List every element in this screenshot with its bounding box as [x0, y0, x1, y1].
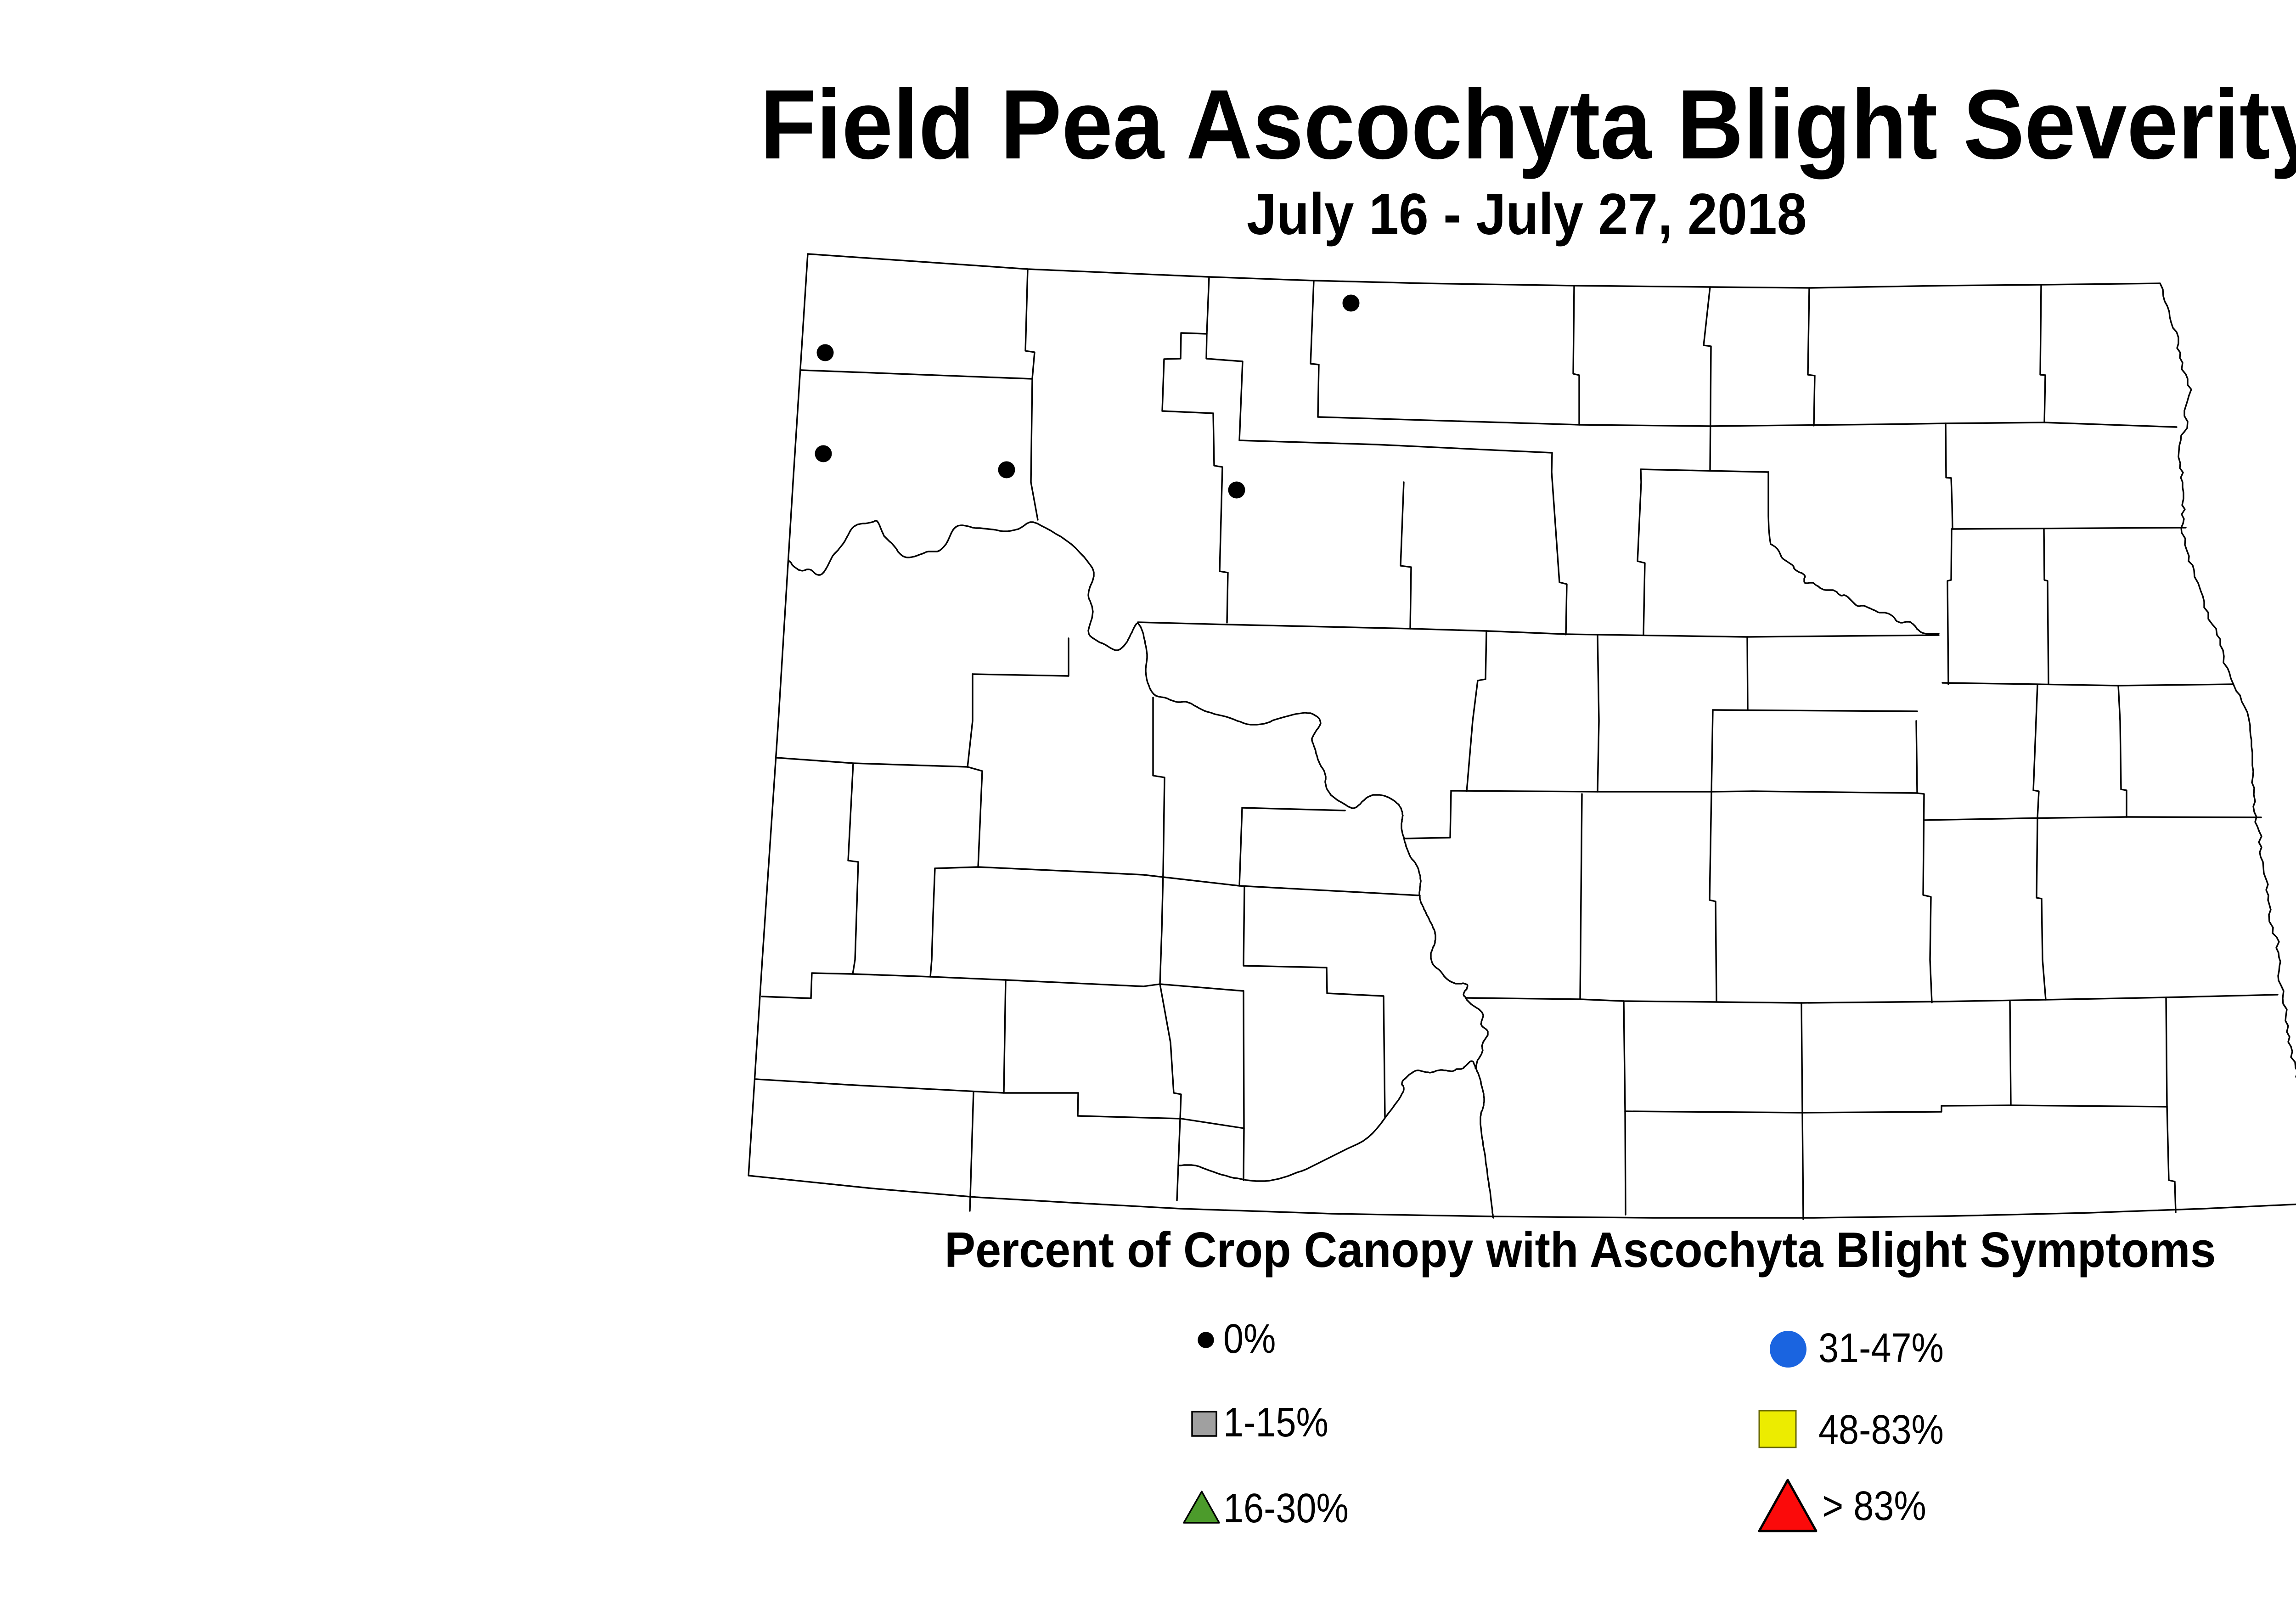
svg-text:Percent of Crop Canopy with As: Percent of Crop Canopy with Ascochyta Bl… [945, 1222, 2216, 1278]
svg-text:1-15%: 1-15% [1223, 1399, 1328, 1445]
svg-text:48-83%: 48-83% [1818, 1406, 1944, 1452]
svg-text:31-47%: 31-47% [1818, 1324, 1944, 1371]
svg-text:0%: 0% [1223, 1315, 1276, 1362]
svg-text:July 16 - July 27, 2018: July 16 - July 27, 2018 [1247, 181, 1807, 247]
svg-text:> 83%: > 83% [1822, 1482, 1926, 1529]
svg-text:Field Pea Ascochyta Blight Sev: Field Pea Ascochyta Blight Severity [760, 70, 2296, 180]
svg-text:16-30%: 16-30% [1223, 1485, 1349, 1531]
